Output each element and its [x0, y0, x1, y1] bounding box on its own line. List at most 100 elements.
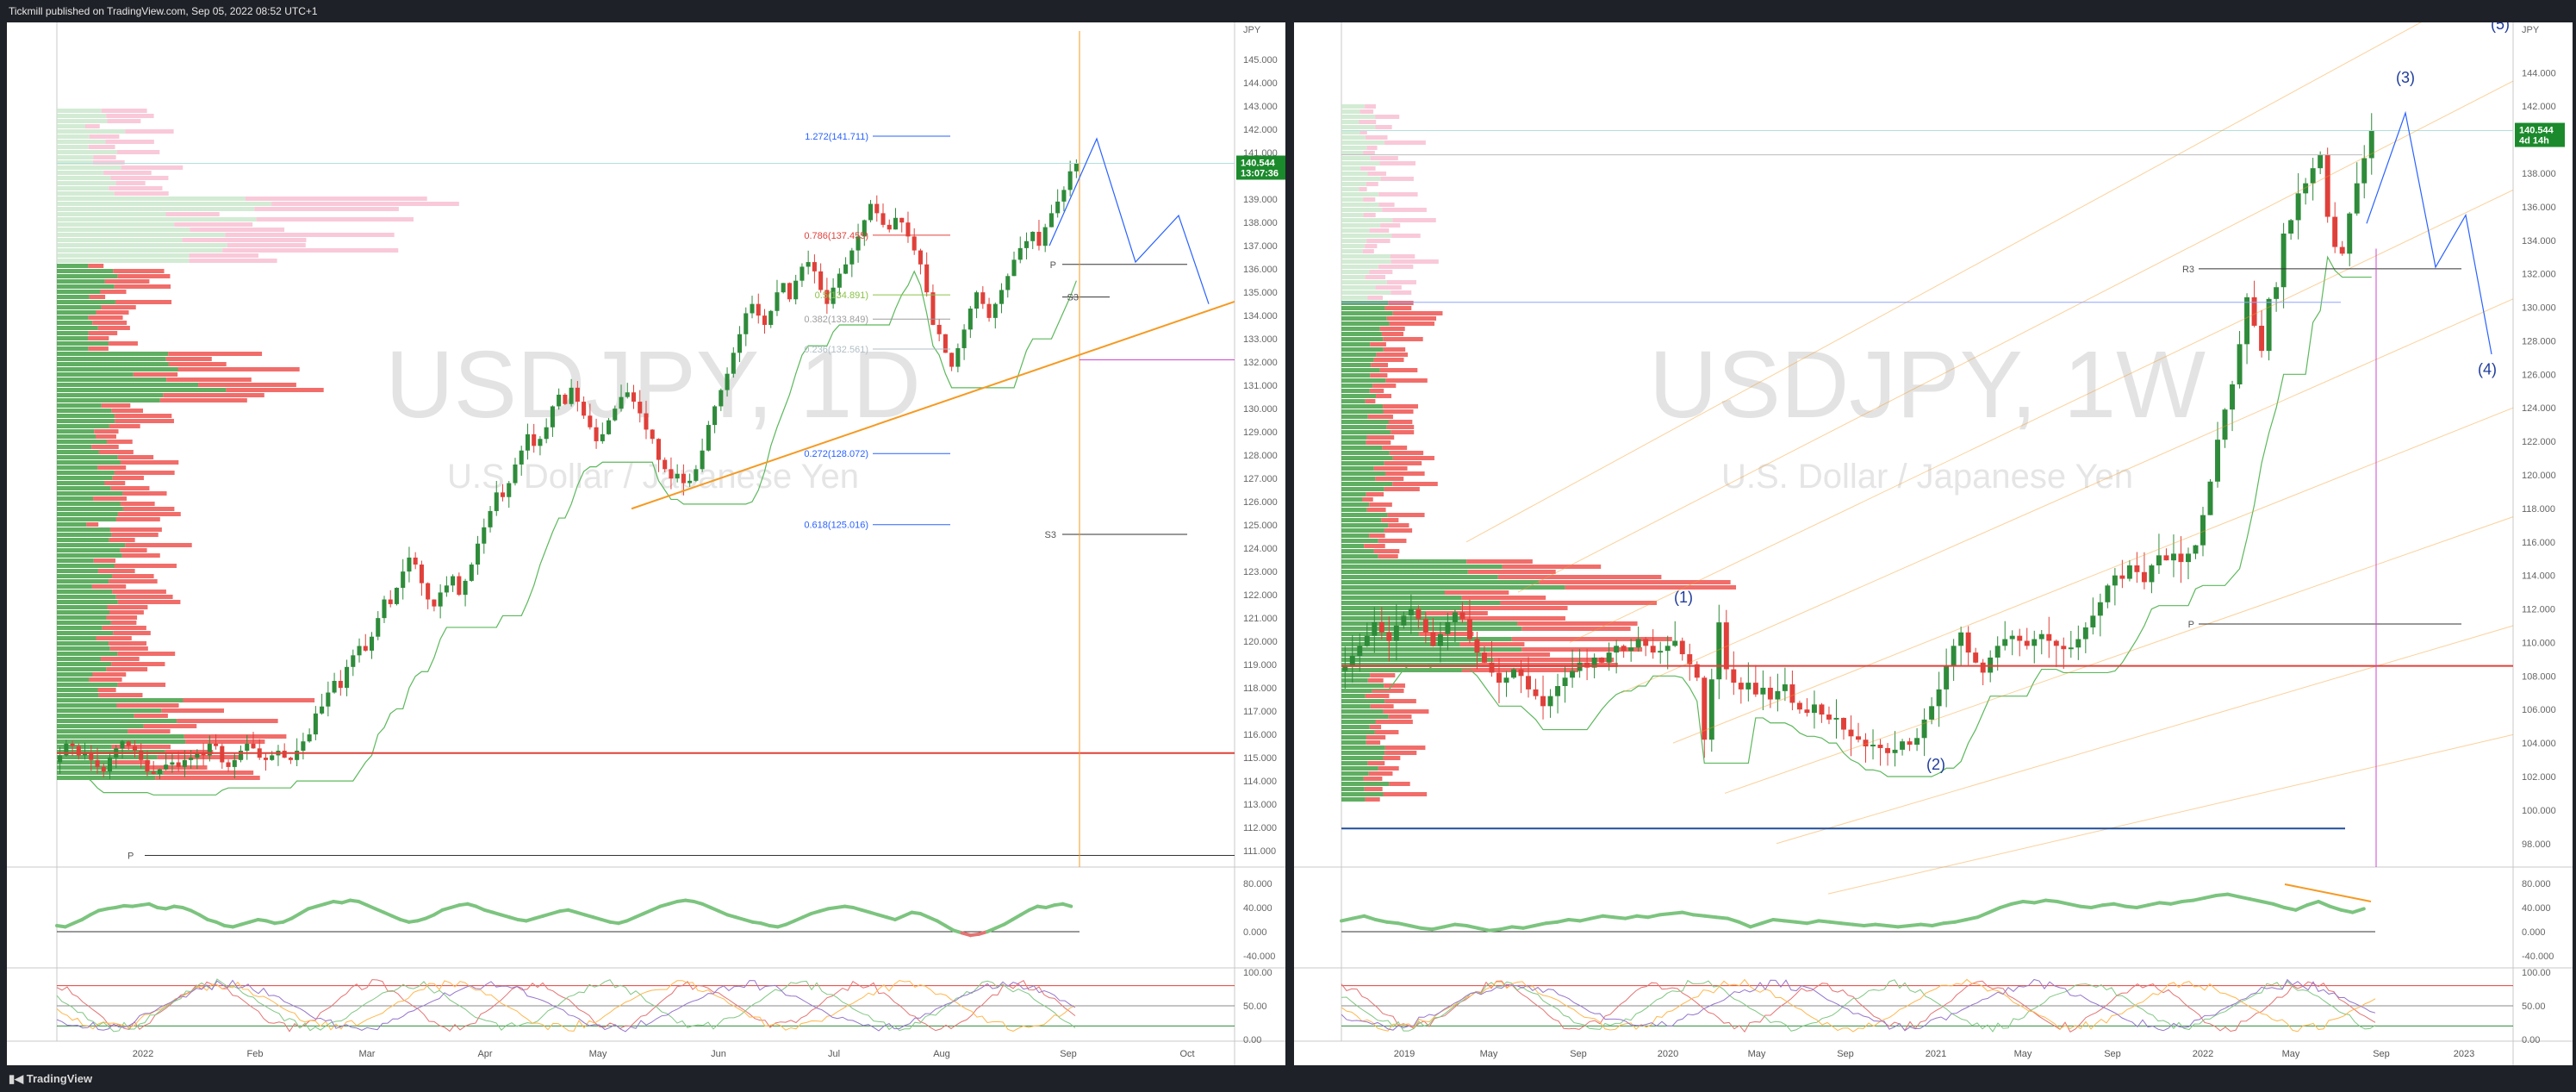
rsi-segment [2078, 904, 2094, 909]
candle-body [2141, 571, 2147, 583]
candle-body [544, 427, 549, 440]
volume-profile-bar [57, 574, 113, 578]
chart-daily-svg[interactable]: USDJPY, 1DU.S. Dollar / Japanese Yen145.… [7, 22, 1286, 1065]
chart-panel-weekly[interactable]: USDJPY, 1W U.S. Dollar / Japanese Yen 144.… [1294, 0, 2573, 1065]
volume-profile-bar [1341, 539, 1378, 543]
publish-text: Tickmill published on TradingView.com, S… [9, 5, 318, 17]
candle-body [1958, 632, 1964, 646]
volume-profile-bar [165, 357, 212, 361]
candle-body [619, 396, 624, 409]
candle-body [943, 334, 948, 353]
candle-body [338, 681, 343, 689]
candle-body [288, 758, 293, 760]
rsi-segment [1839, 921, 1855, 927]
tradingview-logo[interactable]: ▮◀ TradingView [9, 1066, 92, 1092]
volume-profile-bar [115, 419, 174, 423]
volume-profile-bar [57, 300, 115, 304]
volume-profile-bar [1341, 477, 1376, 481]
volume-profile-bar [1341, 347, 1384, 352]
candle-body [1518, 669, 1524, 677]
candle-body [1672, 640, 1678, 646]
candle-body [1073, 163, 1079, 172]
candle-body [164, 764, 169, 770]
candle-body [812, 262, 817, 271]
volume-profile-bar [1341, 156, 1371, 160]
price-tick-label: 120.000 [2522, 471, 2556, 481]
volume-profile-bar [1383, 337, 1423, 341]
volume-profile-bar [1341, 285, 1376, 290]
volume-profile-bar [104, 279, 150, 284]
volume-profile-bar [1384, 751, 1417, 755]
volume-profile-bar [57, 672, 93, 677]
volume-profile-bar [1341, 544, 1365, 548]
volume-profile-bar [57, 600, 118, 604]
candle-body [357, 646, 362, 656]
volume-profile-bar [109, 610, 144, 615]
volume-profile-bar [1341, 378, 1386, 383]
volume-profile-bar [57, 372, 134, 377]
volume-profile-bar [1384, 471, 1425, 476]
candle-body [1767, 687, 1773, 700]
volume-profile-bar [57, 683, 118, 687]
volume-profile-bar [1341, 425, 1387, 429]
volume-profile-bar [1392, 218, 1436, 222]
volume-profile-bar [1341, 777, 1364, 781]
volume-profile-bar [1341, 187, 1360, 191]
volume-profile-bar [1365, 275, 1385, 279]
volume-profile-bar [1384, 461, 1422, 465]
rsi-segment [1362, 914, 1378, 921]
rsi-segment [1533, 921, 1548, 927]
candle-body [856, 236, 861, 251]
candle-body [1929, 706, 1935, 720]
currency-label: JPY [1243, 25, 1261, 35]
volume-profile-bar [245, 197, 427, 201]
time-axis-label: Sep [2373, 1049, 2390, 1059]
price-tick-label: 112.000 [2522, 605, 2555, 615]
volume-profile-bar [1481, 652, 1551, 657]
volume-profile-bar [1359, 187, 1367, 191]
candle-body [1030, 231, 1036, 241]
fib-level-label: 0.786(137.455) [804, 231, 868, 241]
volume-profile-bar [57, 341, 109, 346]
chart-panel-daily[interactable]: USDJPY, 1D U.S. Dollar / Japanese Yen 145.… [7, 22, 1286, 1065]
candle-body [631, 392, 637, 402]
volume-profile-bar [115, 517, 160, 521]
rsi-segment [1373, 918, 1389, 924]
wave-label: (4) [2478, 360, 2497, 378]
rsi-segment [1669, 910, 1684, 915]
projection-path [2366, 110, 2492, 355]
candle-body [1782, 684, 1788, 691]
volume-profile-bar [57, 776, 156, 780]
price-tick-label: 104.000 [2522, 739, 2556, 749]
candle-body [1679, 640, 1685, 655]
volume-profile-bar [1478, 663, 1618, 667]
candle-body [1752, 683, 1758, 695]
volume-profile-bar [1376, 353, 1408, 357]
candle-body [1723, 622, 1729, 670]
volume-profile-bar [57, 140, 106, 144]
candle-body [132, 746, 138, 752]
volume-profile-bar [1565, 585, 1737, 590]
volume-profile-bar [97, 465, 127, 470]
stoch-tick-label: 0.00 [1243, 1035, 1261, 1045]
candle-body [532, 434, 537, 446]
volume-profile-bar [1381, 332, 1403, 336]
candle-body [594, 427, 599, 441]
rsi-tick-label: -40.000 [2522, 952, 2554, 962]
description-watermark: U.S. Dollar / Japanese Yen [1721, 458, 2133, 496]
chart-weekly-svg[interactable]: USDJPY, 1W U.S. Dollar / Japanese Yen 144.… [1294, 0, 2573, 1065]
candle-body [2230, 384, 2236, 410]
volume-profile-bar [57, 393, 164, 397]
price-tick-label: 135.000 [1243, 288, 1278, 298]
volume-profile-bar [110, 486, 150, 490]
volume-profile-bar [1391, 290, 1412, 295]
volume-profile-bar [1511, 637, 1672, 641]
volume-profile-bar [1341, 673, 1371, 677]
rsi-segment [1396, 921, 1412, 927]
candle-body [874, 203, 880, 214]
volume-profile-bar [1341, 601, 1501, 605]
candle-body [1738, 683, 1744, 690]
volume-profile-bar [57, 352, 169, 356]
volume-profile-bar [1341, 456, 1393, 460]
candle-body [369, 636, 375, 651]
